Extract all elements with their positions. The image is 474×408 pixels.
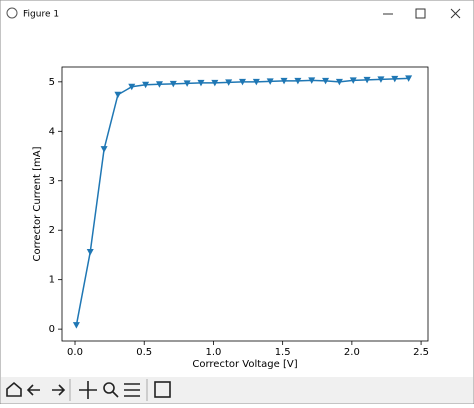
toolbar-icons	[6, 379, 171, 401]
marker	[405, 75, 413, 82]
y-tick-label: 1	[49, 275, 55, 286]
y-tick-label: 2	[49, 225, 55, 236]
toolbar	[1, 377, 473, 403]
pan-button[interactable]	[79, 381, 97, 399]
back-button[interactable]	[26, 384, 40, 396]
y-tick-label: 5	[49, 77, 55, 88]
x-tick-label: 1.0	[205, 347, 221, 358]
home-button[interactable]	[6, 381, 22, 397]
marker	[72, 322, 80, 329]
maximize-button[interactable]	[415, 8, 426, 19]
y-tick-label: 3	[49, 176, 55, 187]
marker	[335, 78, 343, 86]
window-title: Figure 1	[23, 10, 59, 20]
marker	[308, 77, 316, 84]
close-button[interactable]	[450, 8, 461, 19]
x-tick-label: 1.5	[275, 347, 291, 358]
marker	[114, 91, 122, 99]
y-tick-label: 4	[49, 126, 55, 137]
marker	[266, 78, 274, 85]
x-tick-label: 2.5	[413, 347, 429, 358]
zoom-button[interactable]	[103, 382, 115, 394]
marker	[391, 75, 399, 83]
marker	[128, 83, 136, 91]
marker	[211, 79, 219, 87]
configure-button[interactable]	[124, 383, 140, 397]
y-tick-label: 0	[49, 324, 55, 335]
marker	[322, 77, 330, 85]
marker	[169, 80, 177, 88]
marker	[142, 81, 150, 89]
marker	[155, 81, 163, 88]
marker	[225, 79, 233, 86]
app-icon	[6, 7, 18, 19]
marker	[349, 77, 357, 84]
marker	[197, 79, 205, 87]
marker	[377, 76, 385, 83]
marker	[280, 77, 288, 85]
marker	[183, 80, 191, 87]
marker	[294, 77, 302, 85]
marker	[363, 76, 371, 84]
marker	[239, 78, 247, 86]
marker	[252, 78, 260, 86]
plot-frame	[61, 66, 429, 342]
x-axis-label: Corrector Voltage [V]	[192, 359, 297, 370]
y-axis-label: Corrector Current [mA]	[32, 146, 43, 261]
x-tick-label: 2.0	[344, 347, 360, 358]
x-tick-label: 0.5	[136, 347, 152, 358]
marker	[100, 146, 108, 153]
marker	[86, 248, 94, 256]
save-button[interactable]	[154, 381, 171, 398]
x-tick-label: 0.0	[67, 347, 83, 358]
forward-button[interactable]	[52, 384, 66, 396]
